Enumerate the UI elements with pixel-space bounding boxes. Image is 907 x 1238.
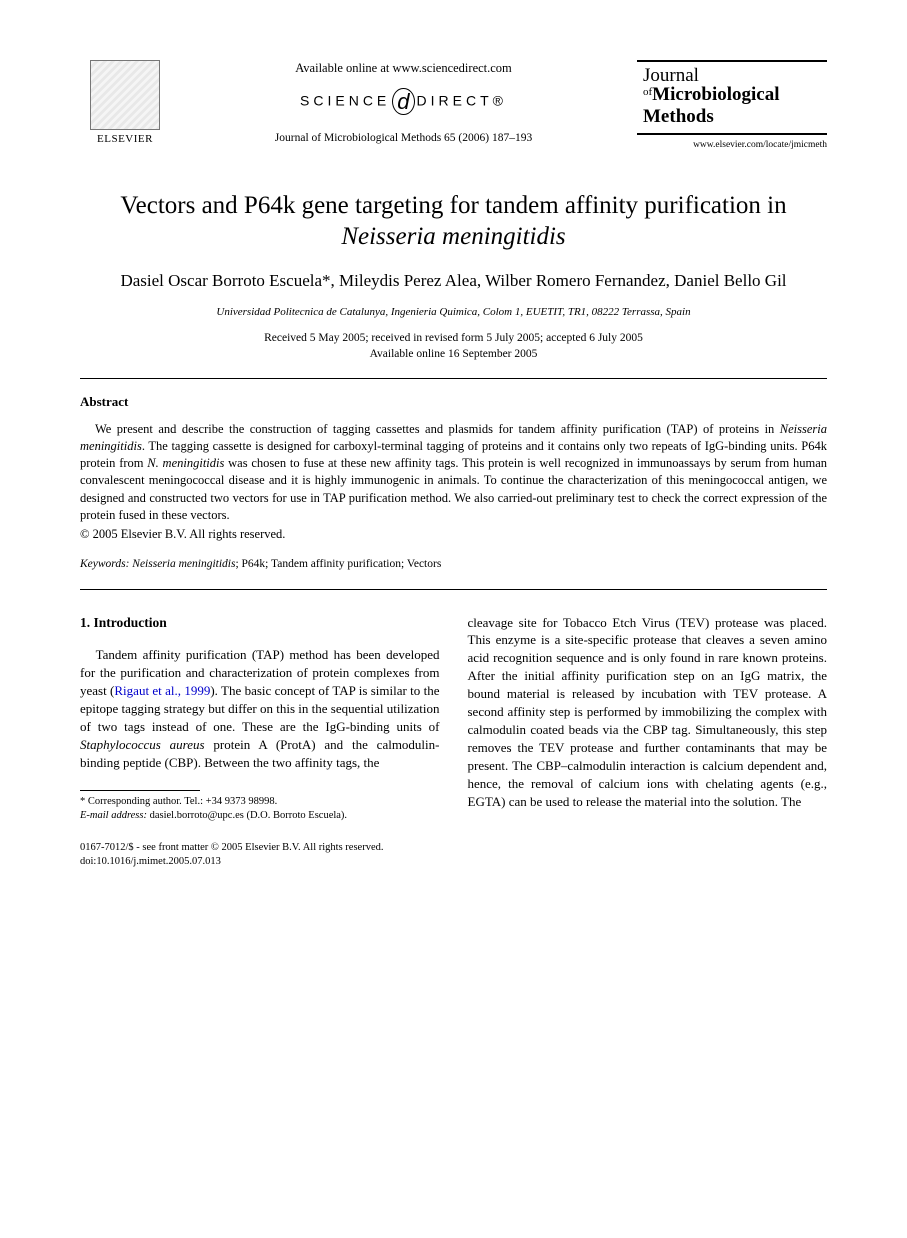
sciencedirect-logo: SCIENCEdDIRECT® [180,87,627,117]
publisher-label: ELSEVIER [97,132,153,147]
sciencedirect-left: SCIENCE [300,92,390,108]
dates-received: Received 5 May 2005; received in revised… [264,332,643,344]
journal-logo-of: of [643,86,652,98]
column-right: cleavage site for Tobacco Etch Virus (TE… [468,614,828,824]
abstract-body: We present and describe the construction… [80,421,827,525]
abstract-text-1: We present and describe the construction… [95,422,780,436]
article-title: Vectors and P64k gene targeting for tand… [80,190,827,253]
rule-below-keywords [80,589,827,590]
journal-logo-word-methods: Methods [643,107,821,127]
authors-list: Dasiel Oscar Borroto Escuela*, Mileydis … [80,270,827,293]
page-header: ELSEVIER Available online at www.science… [80,60,827,152]
abstract-heading: Abstract [80,393,827,411]
footer-doi: doi:10.1016/j.mimet.2005.07.013 [80,855,827,869]
journal-logo-line1: Journal [643,66,821,85]
publisher-logo-block: ELSEVIER [80,60,170,147]
journal-logo-word-microbiological: Microbiological [652,84,779,105]
body-columns: 1. Introduction Tandem affinity purifica… [80,614,827,824]
footnote-email-value: dasiel.borroto@upc.es (D.O. Borroto Escu… [150,810,347,821]
sciencedirect-right: DIRECT® [417,92,507,108]
citation-rigaut[interactable]: Rigaut et al., 1999 [114,683,210,698]
elsevier-tree-icon [90,60,160,130]
rule-above-abstract [80,378,827,379]
section-heading-intro: 1. Introduction [80,614,440,633]
available-online-text: Available online at www.sciencedirect.co… [180,60,627,77]
center-header: Available online at www.sciencedirect.co… [170,60,637,146]
footnote-email-line: E-mail address: dasiel.borroto@upc.es (D… [80,809,440,823]
abstract-species-2: N. meningitidis [147,456,224,470]
abstract-copyright: © 2005 Elsevier B.V. All rights reserved… [80,526,827,543]
page-footer: 0167-7012/$ - see front matter © 2005 El… [80,841,827,869]
dates-online: Available online 16 September 2005 [370,348,538,360]
footnote-rule [80,790,200,791]
journal-logo-box: Journal ofMicrobiological Methods [637,60,827,135]
intro-paragraph-left: Tandem affinity purification (TAP) metho… [80,646,440,772]
footnote-corr-line: * Corresponding author. Tel.: +34 9373 9… [80,795,440,809]
article-dates: Received 5 May 2005; received in revised… [80,330,827,362]
sciencedirect-at-icon: d [392,88,414,115]
keywords-species: Neisseria meningitidis [132,558,235,570]
affiliation: Universidad Politecnica de Catalunya, In… [80,305,827,320]
journal-reference: Journal of Microbiological Methods 65 (2… [180,131,627,147]
keywords-label: Keywords: [80,558,129,570]
journal-url: www.elsevier.com/locate/jmicmeth [637,139,827,152]
footnote-email-label: E-mail address: [80,810,147,821]
journal-logo-line2-row: ofMicrobiological [643,85,821,107]
title-text: Vectors and P64k gene targeting for tand… [120,192,786,219]
intro-species-staph: Staphylococcus aureus [80,737,205,752]
journal-logo-container: Journal ofMicrobiological Methods www.el… [637,60,827,152]
title-species: Neisseria meningitidis [341,223,565,250]
corresponding-author-footnote: * Corresponding author. Tel.: +34 9373 9… [80,795,440,823]
footer-front-matter: 0167-7012/$ - see front matter © 2005 El… [80,841,827,855]
column-left: 1. Introduction Tandem affinity purifica… [80,614,440,824]
keywords-rest: ; P64k; Tandem affinity purification; Ve… [235,558,441,570]
keywords-line: Keywords: Neisseria meningitidis; P64k; … [80,557,827,573]
intro-paragraph-right: cleavage site for Tobacco Etch Virus (TE… [468,614,828,811]
